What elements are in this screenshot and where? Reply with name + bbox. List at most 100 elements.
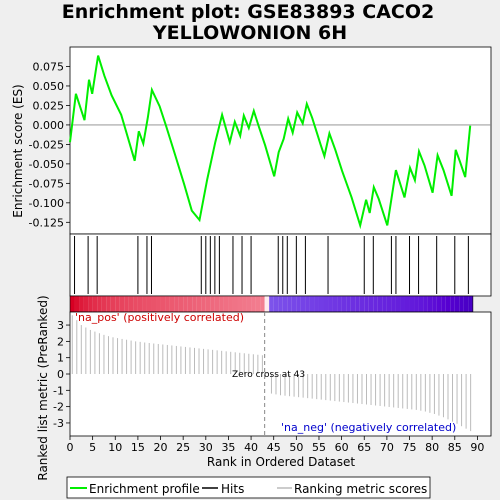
heatmap-cell [323,296,329,312]
es-y-tick-label: -0.075 [29,177,64,190]
heatmap-cell [414,296,419,312]
x-tick-label: 80 [425,441,439,454]
legend-hits-label: Hits [221,482,244,496]
enrichment-profile-line [69,55,472,230]
heatmap-cell [142,296,147,312]
metric-y-tick-label: 2 [57,335,64,348]
heatmap-cell [83,296,89,312]
metric-y-tick-label: 0 [57,368,64,381]
heatmap-cell [133,296,138,312]
heatmap-cell [463,296,469,312]
x-tick-label: 55 [312,441,326,454]
x-tick-label: 90 [470,441,484,454]
metric-y-tick-label: -2 [53,401,64,414]
heatmap-cell [364,296,369,312]
x-tick-label: 75 [403,441,417,454]
heatmap-cell [341,296,347,312]
heatmap-cell [359,296,365,312]
heatmap-cell [101,296,107,312]
x-tick-label: 45 [267,441,281,454]
heatmap-cell [423,296,428,312]
x-tick-label: 40 [244,441,258,454]
heatmap-cell [350,296,356,312]
heatmap-cell [445,296,451,312]
zero-cross-label: Zero cross at 43 [232,370,305,380]
heatmap-cell [468,296,473,312]
heatmap-cell [432,296,437,312]
x-tick-label: 50 [289,441,303,454]
metric-y-tick-label: 1 [57,352,64,365]
heatmap-cell [228,296,233,312]
x-tick-label: 30 [199,441,213,454]
heatmap-cell [242,296,247,312]
heatmap-cell [454,296,460,312]
es-y-axis-label: Enrichment score (ES) [11,84,25,217]
heatmap-cell [459,296,464,312]
heatmap-cell [441,296,446,312]
chart-title-line1: Enrichment plot: GSE83893 CACO2 [62,1,435,23]
heatmap-cell [124,296,129,312]
heatmap-cell [88,296,93,312]
ranked-heatmap-bar [69,295,474,313]
heatmap-cell [219,296,224,312]
heatmap-cell [273,296,279,312]
es-y-tick-label: -0.100 [29,197,64,210]
positive-correlation-label: 'na_pos' (positively correlated) [75,311,244,324]
heatmap-cell [165,296,170,312]
heatmap-cell [328,296,333,312]
heatmap-cell [97,296,102,312]
es-y-tick-label: -0.025 [29,138,64,151]
x-tick-label: 15 [131,441,145,454]
heatmap-cell [436,296,442,312]
heatmap-cell [409,296,415,312]
x-tick-label: 20 [154,441,168,454]
x-tick-label: 35 [221,441,235,454]
heatmap-cell [174,296,179,312]
es-y-tick-label: 0.050 [33,80,65,93]
heatmap-cell [368,296,374,312]
heatmap-cell [305,296,310,312]
heatmap-cell [223,296,229,312]
heatmap-cell [404,296,410,312]
x-tick-label: 10 [108,441,122,454]
heatmap-cell [232,296,238,312]
metric-y-axis-label: Ranked list metric (PreRanked) [36,295,50,480]
x-tick-label: 60 [335,441,349,454]
x-axis-label: Rank in Ordered Dataset [207,455,355,469]
heatmap-cell [377,296,383,312]
heatmap-cell [70,296,75,312]
heatmap-cell [391,296,396,312]
metric-y-tick-label: 3 [57,319,64,332]
heatmap-cell [355,296,360,312]
heatmap-cell [110,296,116,312]
heatmap-cell [395,296,401,312]
legend-enrichment-label: Enrichment profile [89,482,200,496]
es-y-tick-label: 0.000 [33,119,65,132]
x-tick-label: 65 [357,441,371,454]
es-y-tick-label: 0.025 [33,99,65,112]
heatmap-cell [74,296,80,312]
heatmap-cell [418,296,424,312]
heatmap-cell [282,296,288,312]
metric-y-tick-label: -3 [53,417,64,430]
heatmap-cell [386,296,392,312]
hit-marks [74,236,469,294]
x-tick-label: 0 [67,441,74,454]
legend-metric-label: Ranking metric scores [294,482,427,496]
heatmap-cell [264,296,270,312]
heatmap-cell [318,296,324,312]
heatmap-cell [314,296,319,312]
heatmap-cell [92,296,98,312]
heatmap-cell [300,296,306,312]
heatmap-cell [382,296,387,312]
heatmap-cell [400,296,405,312]
heatmap-cell [146,296,152,312]
hits-panel [69,233,492,297]
heatmap-cell [183,296,188,312]
heatmap-cell [201,296,206,312]
heatmap-cell [246,296,252,312]
es-y-tick-label: -0.050 [29,158,64,171]
heatmap-cell [251,296,256,312]
metric-y-tick-label: -1 [53,384,64,397]
